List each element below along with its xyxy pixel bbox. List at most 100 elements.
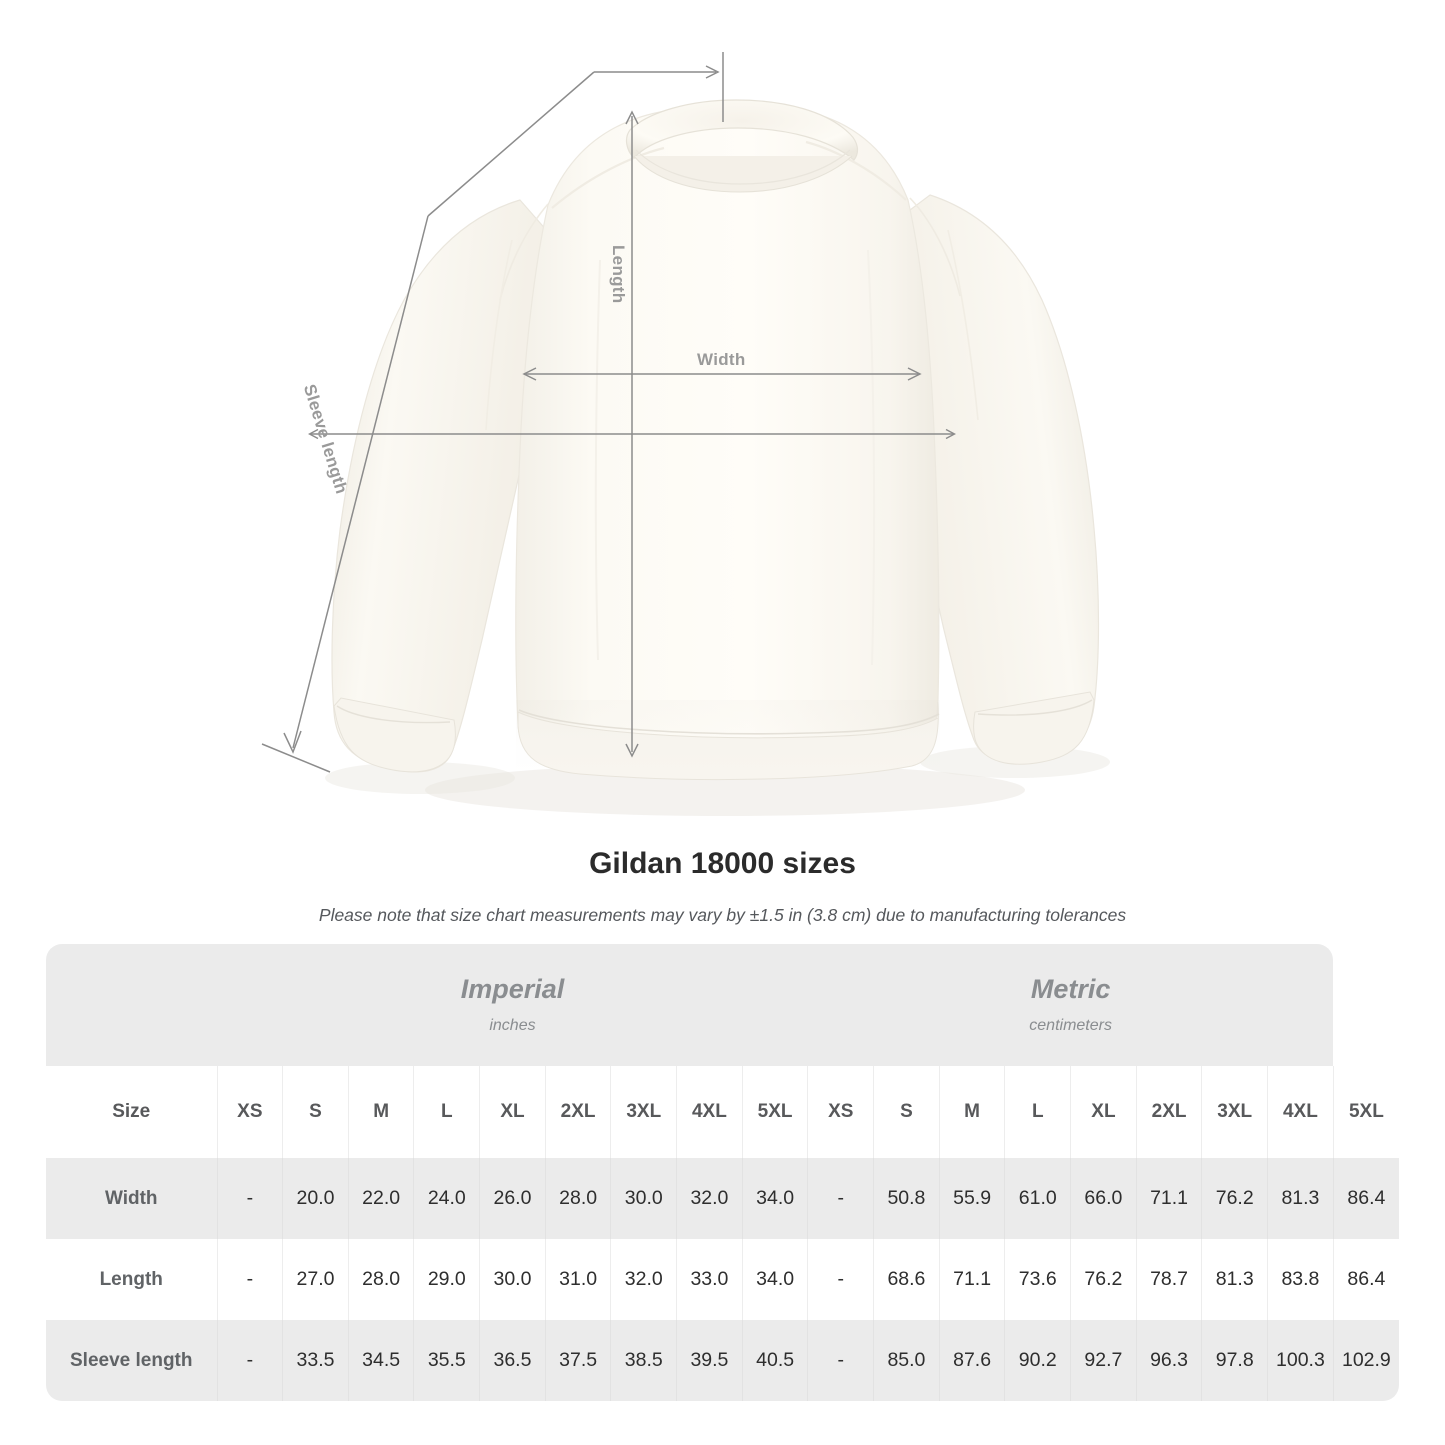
header-size-metric-2xl: 2XL (1135, 1066, 1202, 1158)
header-size-metric-s: S (873, 1066, 940, 1158)
table-row: Sleeve length - 33.5 34.5 35.5 36.5 37.5… (46, 1320, 1399, 1401)
cell-length-met-m: 71.1 (938, 1239, 1005, 1320)
cell-width-imp-5xl: 34.0 (741, 1158, 808, 1239)
row-label-length: Length (46, 1239, 217, 1320)
measurement-annotations (261, 52, 956, 773)
cell-sleeve-met-3xl: 97.8 (1201, 1320, 1268, 1401)
cell-length-met-2xl: 78.7 (1135, 1239, 1202, 1320)
cell-length-met-s: 68.6 (873, 1239, 940, 1320)
header-size-imperial-s: S (282, 1066, 349, 1158)
unit-cell-imperial: Imperial inches (217, 944, 808, 1066)
unit-banner-spacer (46, 944, 217, 1066)
cell-length-imp-s: 27.0 (282, 1239, 349, 1320)
tolerance-note: Please note that size chart measurements… (318, 905, 1127, 925)
unit-name-imperial: Imperial (460, 973, 565, 1004)
header-size-imperial-m: M (347, 1066, 414, 1158)
table-row: Length - 27.0 28.0 29.0 30.0 31.0 32.0 3… (46, 1239, 1399, 1320)
cell-width-met-5xl: 86.4 (1332, 1158, 1399, 1239)
unit-sub-imperial: inches (489, 1017, 536, 1035)
cell-length-met-3xl: 81.3 (1201, 1239, 1268, 1320)
cell-width-met-xl: 66.0 (1070, 1158, 1137, 1239)
unit-name-metric: Metric (1030, 973, 1111, 1004)
length-dimension-line (308, 110, 956, 758)
cell-length-imp-3xl: 32.0 (610, 1239, 677, 1320)
row-label-sleeve-length: Sleeve length (46, 1320, 217, 1401)
unit-banner-row: Imperial inches Metric centimeters (46, 944, 1399, 1066)
header-size-metric-4xl: 4XL (1267, 1066, 1334, 1158)
header-size-imperial-xs: XS (216, 1066, 283, 1158)
width-dimension-line (522, 367, 922, 381)
width-label: Width (697, 350, 746, 369)
header-size-metric-l: L (1004, 1066, 1071, 1158)
header-size-metric-xl: XL (1070, 1066, 1137, 1158)
cell-width-imp-4xl: 32.0 (676, 1158, 743, 1239)
cell-width-imp-l: 24.0 (413, 1158, 480, 1239)
cell-sleeve-imp-l: 35.5 (413, 1320, 480, 1401)
cell-width-imp-s: 20.0 (282, 1158, 349, 1239)
cell-length-met-5xl: 86.4 (1332, 1239, 1399, 1320)
size-chart-table: Imperial inches Metric centimeters Size … (46, 944, 1399, 1401)
cell-width-met-3xl: 76.2 (1201, 1158, 1268, 1239)
cell-length-met-l: 73.6 (1004, 1239, 1071, 1320)
row-label-width: Width (46, 1158, 217, 1239)
page-title: Gildan 18000 sizes (589, 847, 856, 880)
cell-sleeve-met-l: 90.2 (1004, 1320, 1071, 1401)
cell-length-imp-l: 29.0 (413, 1239, 480, 1320)
cell-length-imp-xs: - (216, 1239, 283, 1320)
cell-width-met-xs: - (807, 1158, 874, 1239)
cell-length-met-4xl: 83.8 (1267, 1239, 1334, 1320)
sweatshirt-illustration (325, 99, 1110, 816)
cell-length-imp-5xl: 34.0 (741, 1239, 808, 1320)
cell-sleeve-imp-xs: - (216, 1320, 283, 1401)
length-label: Length (609, 245, 628, 304)
cell-sleeve-met-s: 85.0 (873, 1320, 940, 1401)
cell-sleeve-imp-s: 33.5 (282, 1320, 349, 1401)
cell-length-met-xs: - (807, 1239, 874, 1320)
header-size-imperial-3xl: 3XL (610, 1066, 677, 1158)
table-row: Width - 20.0 22.0 24.0 26.0 28.0 30.0 32… (46, 1158, 1399, 1239)
cell-sleeve-imp-3xl: 38.5 (610, 1320, 677, 1401)
cell-length-met-xl: 76.2 (1070, 1239, 1137, 1320)
cell-sleeve-imp-m: 34.5 (347, 1320, 414, 1401)
cell-width-imp-3xl: 30.0 (610, 1158, 677, 1239)
header-size-metric-m: M (938, 1066, 1005, 1158)
header-size-imperial-2xl: 2XL (544, 1066, 611, 1158)
cell-length-imp-xl: 30.0 (479, 1239, 546, 1320)
size-chart-table-wrapper: Imperial inches Metric centimeters Size … (46, 944, 1399, 1401)
sleeve-length-dimension-line (261, 52, 724, 773)
cell-sleeve-imp-5xl: 40.5 (741, 1320, 808, 1401)
header-size-metric-xs: XS (807, 1066, 874, 1158)
header-size-imperial-5xl: 5XL (741, 1066, 808, 1158)
header-size-metric-5xl: 5XL (1332, 1066, 1399, 1158)
cell-width-met-4xl: 81.3 (1267, 1158, 1334, 1239)
cell-length-imp-m: 28.0 (347, 1239, 414, 1320)
cell-length-imp-4xl: 33.0 (676, 1239, 743, 1320)
cell-width-met-2xl: 71.1 (1135, 1158, 1202, 1239)
cell-width-imp-xs: - (216, 1158, 283, 1239)
header-size-imperial-xl: XL (479, 1066, 546, 1158)
title-block: Gildan 18000 sizes Please note that size… (0, 846, 1445, 927)
cell-sleeve-imp-xl: 36.5 (479, 1320, 546, 1401)
size-header-row: Size XS S M L XL 2XL 3XL 4XL 5XL XS S M … (46, 1066, 1399, 1158)
cell-width-met-s: 50.8 (873, 1158, 940, 1239)
cell-sleeve-met-5xl: 102.9 (1332, 1320, 1399, 1401)
cell-width-imp-2xl: 28.0 (544, 1158, 611, 1239)
cell-sleeve-imp-2xl: 37.5 (544, 1320, 611, 1401)
cell-sleeve-met-xs: - (807, 1320, 874, 1401)
cell-width-imp-xl: 26.0 (479, 1158, 546, 1239)
cell-sleeve-imp-4xl: 39.5 (676, 1320, 743, 1401)
product-diagram: Length Width Sleeve length (261, 52, 1110, 816)
header-size-imperial-4xl: 4XL (676, 1066, 743, 1158)
cell-sleeve-met-m: 87.6 (938, 1320, 1005, 1401)
cell-width-met-m: 55.9 (938, 1158, 1005, 1239)
cell-width-met-l: 61.0 (1004, 1158, 1071, 1239)
unit-sub-metric: centimeters (1029, 1017, 1112, 1035)
cell-sleeve-met-xl: 92.7 (1070, 1320, 1137, 1401)
header-size-metric-3xl: 3XL (1201, 1066, 1268, 1158)
header-size-label: Size (46, 1066, 217, 1158)
cell-sleeve-met-4xl: 100.3 (1267, 1320, 1334, 1401)
cell-sleeve-met-2xl: 96.3 (1135, 1320, 1202, 1401)
cell-length-imp-2xl: 31.0 (544, 1239, 611, 1320)
header-size-imperial-l: L (413, 1066, 480, 1158)
cell-width-imp-m: 22.0 (347, 1158, 414, 1239)
